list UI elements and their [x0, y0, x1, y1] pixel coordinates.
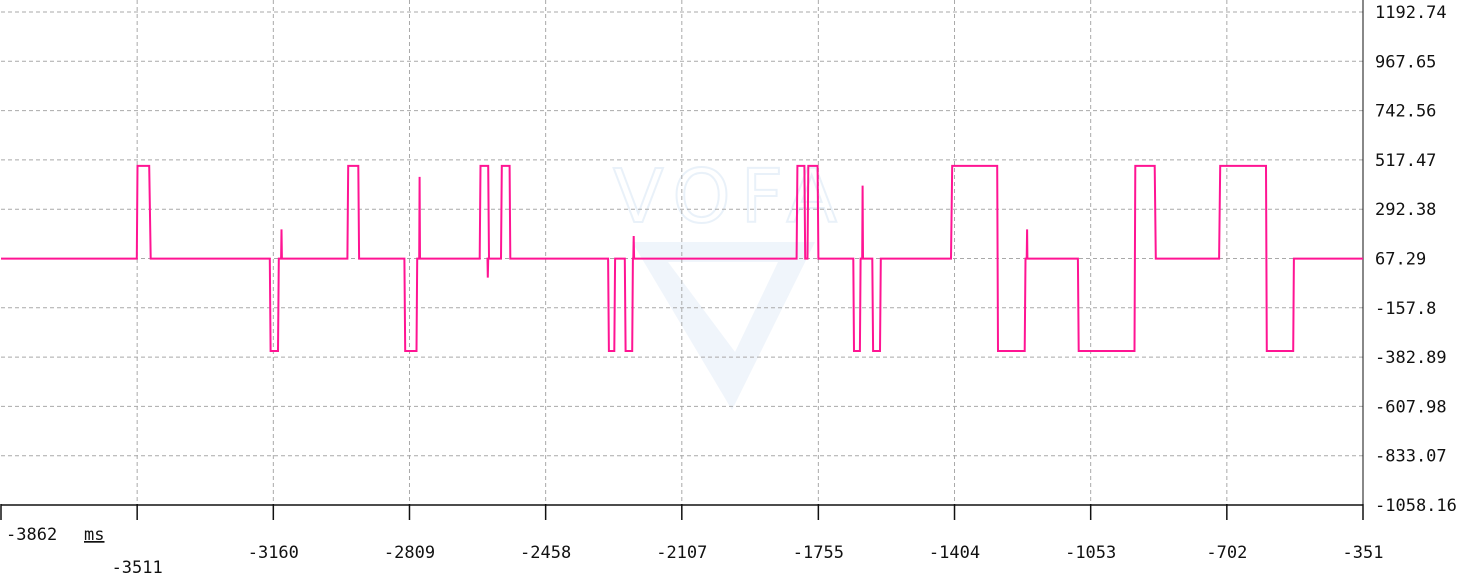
y-tick-labels: 1192.74 967.65 742.56 517.47 292.38 67.29 -157… [1375, 3, 1457, 516]
y-tick-label: -607.98 [1375, 397, 1447, 417]
x-tick-label: -1755 [793, 543, 844, 563]
y-tick-label: 742.56 [1375, 102, 1436, 122]
y-tick-label: 1192.74 [1375, 3, 1447, 23]
y-tick-label: -1058.16 [1375, 496, 1457, 516]
x-tick-label: -3511 [112, 558, 163, 573]
y-tick-label: 292.38 [1375, 200, 1436, 220]
x-tick-label: -2458 [520, 543, 571, 563]
y-tick-label: -157.8 [1375, 299, 1436, 319]
y-tick-label: 517.47 [1375, 151, 1436, 171]
x-tick-label: -2107 [656, 543, 707, 563]
grid-lines [1, 0, 1364, 505]
x-tick-label: -3862 [6, 525, 57, 545]
vofa-watermark-logo: VOFA [612, 153, 847, 410]
x-tick-label: -1404 [929, 543, 980, 563]
axes [0, 0, 1364, 520]
watermark-v-shape [632, 242, 815, 410]
x-tick-label: -351 [1343, 543, 1384, 563]
y-tick-label: 67.29 [1375, 250, 1426, 270]
series-line [1, 164, 1363, 352]
x-tick-label: -2809 [384, 543, 435, 563]
x-tick-label: -702 [1206, 543, 1247, 563]
y-tick-label: -382.89 [1375, 348, 1447, 368]
x-tick-label: -3160 [248, 543, 299, 563]
x-tick-labels: -3862 -3511 -3160 -2809 -2458 -2107 -1755 -1404… [6, 525, 1383, 573]
series-layer [1, 164, 1363, 352]
y-tick-label: 967.65 [1375, 52, 1436, 72]
watermark-text: VOFA [613, 154, 847, 240]
y-tick-label: -833.07 [1375, 447, 1447, 467]
x-unit-label: ms [84, 525, 104, 545]
x-tick-label: -1053 [1065, 543, 1116, 563]
